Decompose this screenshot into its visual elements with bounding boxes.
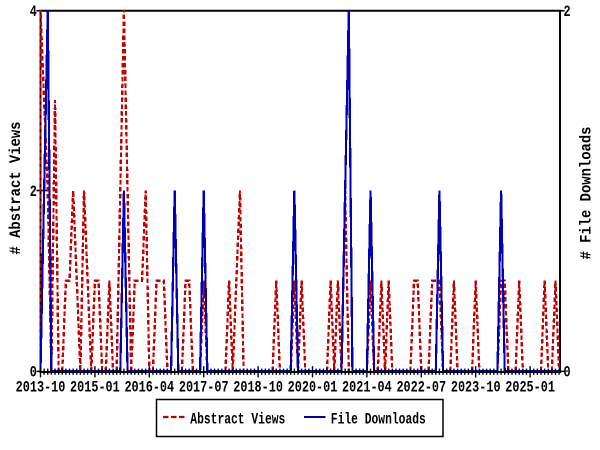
svg-text:4: 4 [30,3,37,21]
svg-text:# File Downloads: # File Downloads [578,127,596,260]
svg-text:2015-01: 2015-01 [70,379,120,397]
svg-text:0: 0 [564,364,571,382]
svg-text:File Downloads: File Downloads [331,411,426,429]
svg-text:2017-07: 2017-07 [179,379,229,397]
svg-text:0: 0 [30,364,37,382]
svg-text:2013-10: 2013-10 [16,379,66,397]
svg-text:# Abstract Views: # Abstract Views [7,122,25,255]
svg-text:2: 2 [564,3,571,21]
svg-text:2018-10: 2018-10 [233,379,283,397]
svg-text:2025-01: 2025-01 [505,379,555,397]
svg-text:2016-04: 2016-04 [124,379,174,397]
svg-text:2020-01: 2020-01 [288,379,338,397]
svg-text:2023-10: 2023-10 [451,379,501,397]
svg-text:2: 2 [30,183,37,201]
svg-text:Abstract Views: Abstract Views [190,411,285,429]
svg-text:2021-04: 2021-04 [342,379,392,397]
svg-text:2022-07: 2022-07 [396,379,446,397]
